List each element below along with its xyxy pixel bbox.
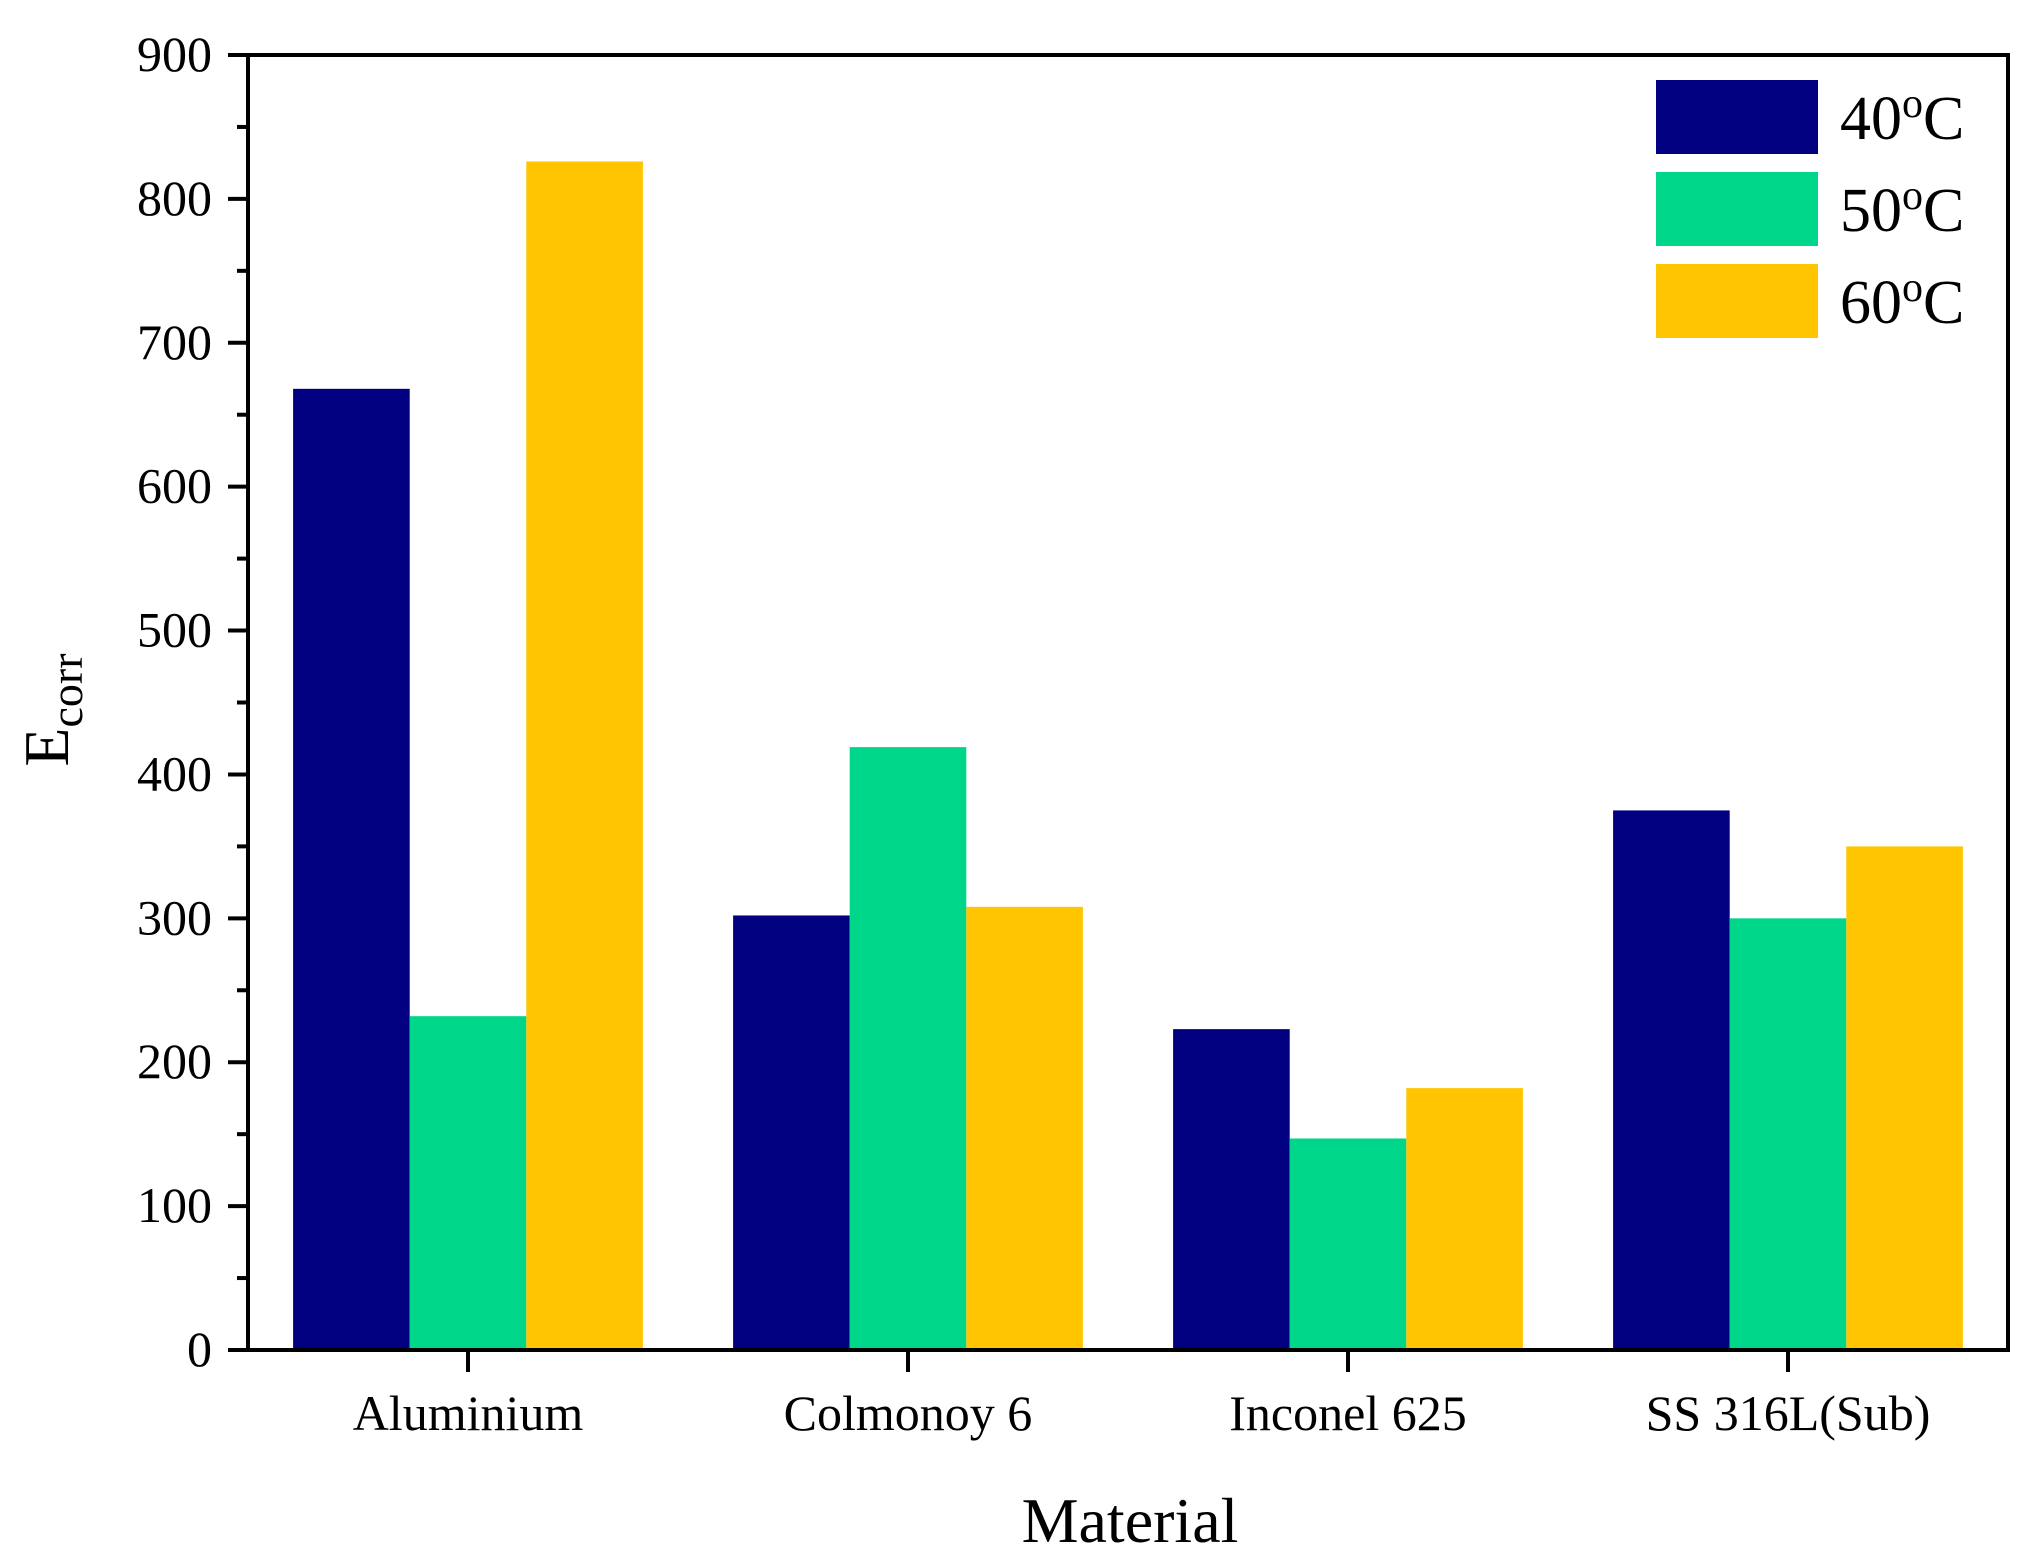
- plot-frame: [246, 53, 2010, 1352]
- y-tick-label: 400: [137, 745, 212, 801]
- bar-40-inconel-625: [1173, 1029, 1290, 1350]
- y-tick-label: 700: [137, 314, 212, 370]
- legend-label-value: 60: [1840, 269, 1902, 337]
- y-axis-title-sub: corr: [41, 653, 92, 727]
- x-axis: Aluminium Colmonoy 6 Inconel 625 SS 316L(Su…: [353, 1350, 1931, 1441]
- legend-label-degree: o: [1902, 265, 1923, 311]
- x-tick-label: Inconel 625: [1229, 1385, 1466, 1441]
- bar-50-ss-316l-sub-: [1729, 918, 1847, 1350]
- legend-swatch: [1656, 80, 1818, 154]
- y-tick-label: 0: [187, 1321, 212, 1377]
- bar-50-colmonoy-6: [849, 747, 967, 1350]
- legend-label-degree: o: [1902, 81, 1923, 127]
- bar-60-ss-316l-sub-: [1846, 846, 1963, 1350]
- legend-label: 50oC: [1840, 173, 1964, 245]
- legend-label-unit: C: [1923, 177, 1964, 245]
- bar-60-colmonoy-6: [966, 906, 1083, 1350]
- bar-40-aluminium: [293, 388, 410, 1350]
- legend-label: 40oC: [1840, 81, 1964, 153]
- y-tick-label: 200: [137, 1033, 212, 1089]
- y-tick-label: 100: [137, 1177, 212, 1233]
- y-axis-title-main: E: [11, 727, 82, 766]
- x-axis-title: Material: [1022, 1485, 1239, 1556]
- bar-60-inconel-625: [1406, 1088, 1523, 1350]
- legend-label-unit: C: [1923, 269, 1964, 337]
- legend-label: 60oC: [1840, 265, 1964, 337]
- legend-swatch: [1656, 264, 1818, 338]
- bar-60-aluminium: [526, 161, 643, 1350]
- legend-swatch: [1656, 172, 1818, 246]
- y-tick-label: 500: [137, 602, 212, 658]
- x-tick-label: Colmonoy 6: [784, 1385, 1033, 1441]
- legend-label-unit: C: [1923, 85, 1964, 153]
- x-tick-label: SS 316L(Sub): [1646, 1385, 1931, 1441]
- y-tick-label: 800: [137, 170, 212, 226]
- y-tick-label: 900: [137, 26, 212, 82]
- bar-40-ss-316l-sub-: [1613, 810, 1730, 1350]
- y-tick-label: 300: [137, 889, 212, 945]
- y-axis-title: Ecorr: [11, 653, 92, 766]
- x-tick-label: Aluminium: [353, 1385, 584, 1441]
- y-axis: 0 100 200 300 400 500 600 700 800 900: [137, 26, 248, 1377]
- bar-40-colmonoy-6: [733, 915, 850, 1350]
- bar-50-inconel-625: [1289, 1138, 1407, 1350]
- legend-label-value: 50: [1840, 177, 1902, 245]
- bars: [293, 161, 1963, 1350]
- bar-50-aluminium: [409, 1016, 527, 1350]
- legend-label-degree: o: [1902, 173, 1923, 219]
- legend-label-value: 40: [1840, 85, 1902, 153]
- y-tick-label: 600: [137, 458, 212, 514]
